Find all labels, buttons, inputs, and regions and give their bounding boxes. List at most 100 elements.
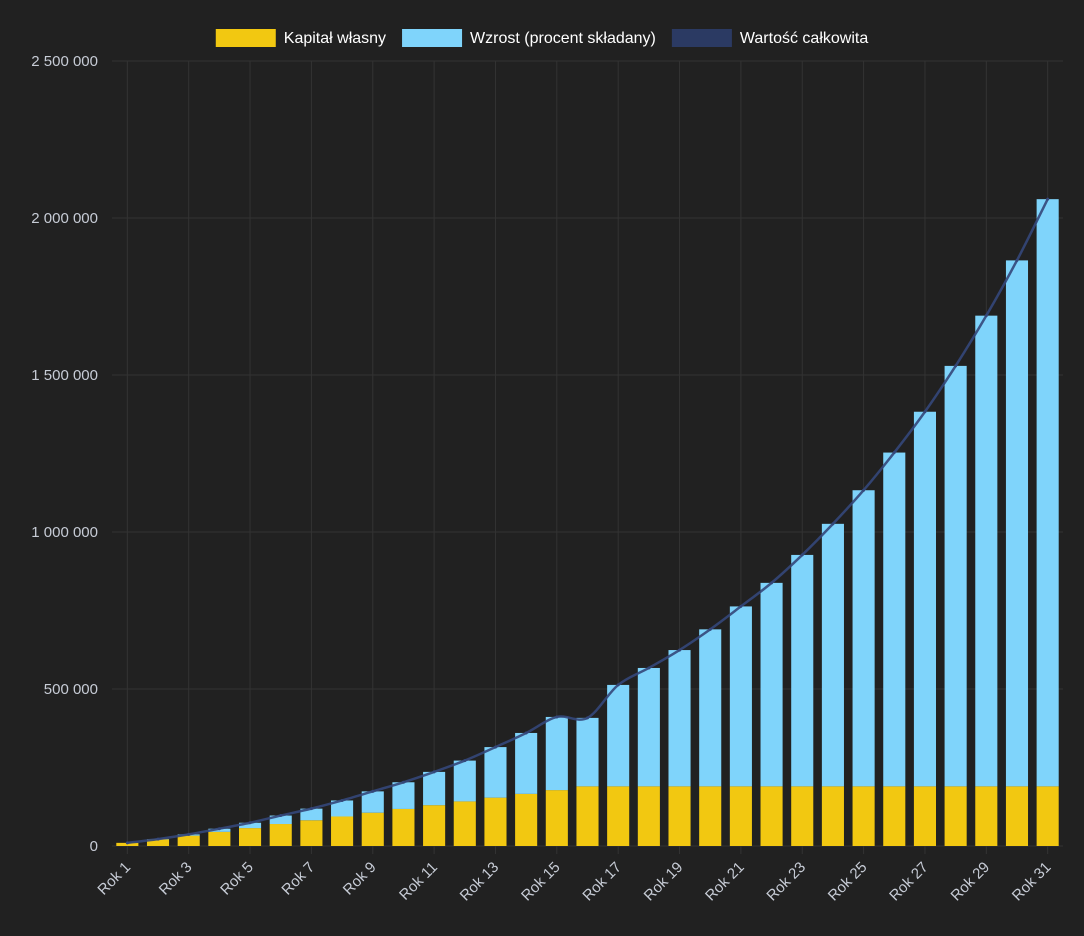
legend-label: Kapitał własny [284,30,386,47]
bar-equity[interactable] [270,824,292,846]
x-tick-label: Rok 9 [340,859,380,899]
total-value-point [279,814,282,817]
bar-equity[interactable] [423,805,445,846]
bar-growth[interactable] [730,606,752,786]
bars[interactable] [116,199,1058,846]
bar-equity[interactable] [515,794,537,846]
bar-equity[interactable] [607,786,629,846]
total-value-point [954,364,957,367]
bar-equity[interactable] [239,828,261,846]
bar-equity[interactable] [975,786,997,846]
bar-equity[interactable] [730,786,752,846]
legend[interactable]: Kapitał własny Wzrost (procent składany) W… [216,29,869,47]
y-tick-label: 0 [90,838,98,855]
legend-item[interactable]: Wzrost (procent składany) [402,29,656,47]
bar-growth[interactable] [1006,260,1028,786]
x-tick-label: Rok 11 [396,859,441,904]
bar-growth[interactable] [607,685,629,786]
x-tick-label: Rok 1 [94,859,134,899]
bar-equity[interactable] [208,832,230,846]
total-value-point [341,799,344,802]
bar-growth[interactable] [761,583,783,786]
bar-growth[interactable] [791,555,813,786]
bar-growth[interactable] [975,316,997,787]
bar-growth[interactable] [1037,199,1059,786]
bar-equity[interactable] [914,786,936,846]
total-value-point [1046,198,1049,201]
bar-growth[interactable] [883,453,905,787]
x-tick-label: Rok 23 [763,859,809,905]
total-value-point [126,841,129,844]
bar-equity[interactable] [484,798,506,846]
bar-equity[interactable] [576,786,598,846]
bar-growth[interactable] [638,668,660,786]
legend-swatch [216,29,276,47]
bar-growth[interactable] [853,490,875,786]
bar-equity[interactable] [668,786,690,846]
bar-growth[interactable] [914,412,936,787]
x-tick-label: Rok 17 [579,859,625,905]
total-value-point [801,553,804,556]
bar-equity[interactable] [331,816,353,846]
total-value-point [678,649,681,652]
bar-equity[interactable] [362,813,384,846]
total-value-point [586,716,589,719]
x-tick-label: Rok 3 [156,859,196,899]
y-tick-label: 1 000 000 [31,524,98,541]
bar-growth[interactable] [454,761,476,802]
x-tick-label: Rok 21 [702,859,748,905]
total-value-point [770,581,773,584]
y-tick-label: 2 500 000 [31,53,98,70]
total-value-point [525,731,528,734]
bar-equity[interactable] [883,786,905,846]
bar-equity[interactable] [1037,786,1059,846]
total-value-point [862,489,865,492]
bar-growth[interactable] [392,782,414,809]
bar-equity[interactable] [853,786,875,846]
legend-item[interactable]: Wartość całkowita [672,29,868,47]
x-tick-label: Rok 5 [217,859,257,899]
total-value-point [893,451,896,454]
x-tick-label: Rok 27 [886,859,932,905]
legend-item[interactable]: Kapitał własny [216,29,386,47]
legend-swatch [402,29,462,47]
legend-label: Wzrost (procent składany) [470,30,656,47]
bar-growth[interactable] [822,524,844,787]
x-tick-label: Rok 29 [948,859,994,905]
y-tick-label: 500 000 [44,681,98,698]
bar-growth[interactable] [546,717,568,790]
bar-equity[interactable] [178,836,200,846]
legend-swatch [672,29,732,47]
bar-growth[interactable] [515,733,537,794]
total-value-point [494,746,497,749]
bar-equity[interactable] [699,786,721,846]
bar-growth[interactable] [576,718,598,786]
bar-growth[interactable] [423,772,445,805]
total-value-point [371,790,374,793]
bar-growth[interactable] [668,650,690,786]
bar-equity[interactable] [761,786,783,846]
bar-growth[interactable] [945,366,967,786]
bar-equity[interactable] [822,786,844,846]
bar-equity[interactable] [638,786,660,846]
bar-equity[interactable] [454,801,476,846]
y-tick-label: 2 000 000 [31,210,98,227]
total-value-point [249,821,252,824]
total-value-point [157,838,160,841]
x-tick-label: Rok 25 [825,859,871,905]
bar-growth[interactable] [484,747,506,798]
x-tick-label: Rok 7 [279,859,319,899]
bar-equity[interactable] [791,786,813,846]
bar-equity[interactable] [546,790,568,846]
legend-label: Wartość całkowita [740,30,868,47]
bar-equity[interactable] [392,809,414,846]
bar-growth[interactable] [699,629,721,786]
x-tick-label: Rok 13 [457,859,503,905]
bar-equity[interactable] [1006,786,1028,846]
bar-equity[interactable] [945,786,967,846]
x-tick-label: Rok 15 [518,859,564,905]
bar-equity[interactable] [300,820,322,846]
x-tick-label: Rok 19 [641,859,687,905]
